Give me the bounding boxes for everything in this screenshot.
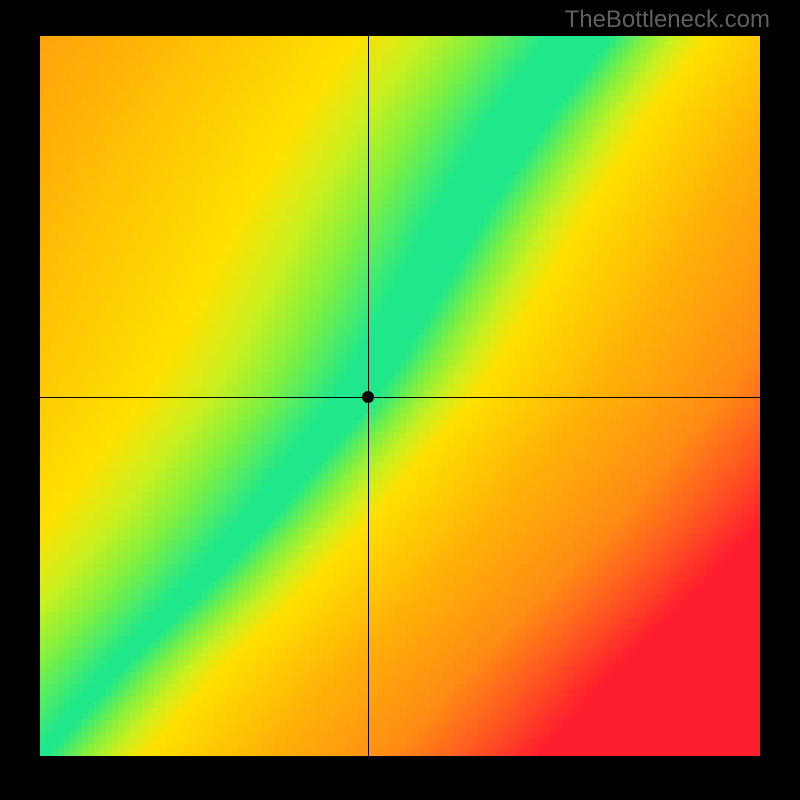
crosshair-horizontal — [40, 397, 760, 398]
watermark-text: TheBottleneck.com — [565, 6, 770, 34]
plot-stage — [40, 36, 760, 756]
heatmap-canvas — [40, 36, 760, 756]
marker-dot — [362, 391, 374, 403]
